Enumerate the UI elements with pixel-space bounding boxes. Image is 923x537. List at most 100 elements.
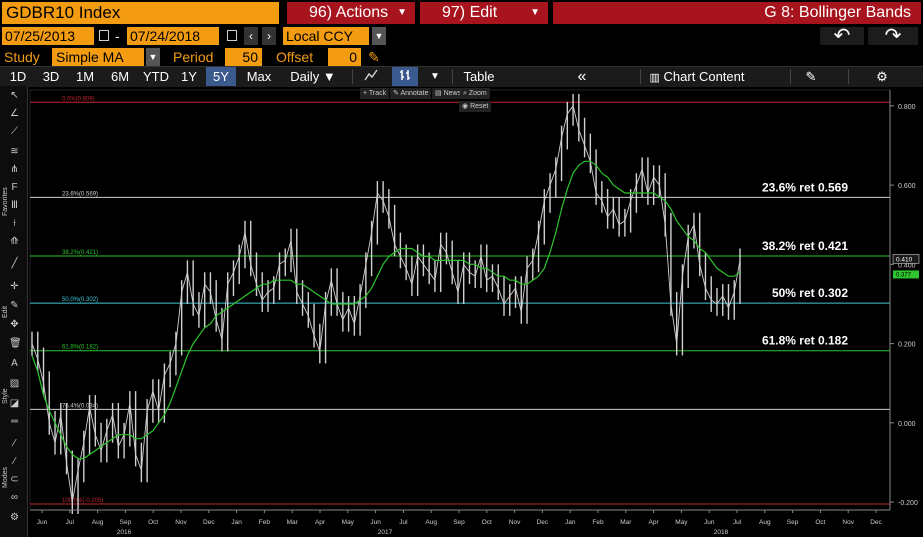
plot-frame — [29, 89, 891, 511]
link-icon[interactable]: ∞ — [10, 492, 19, 503]
x-tick-label: Jul — [733, 519, 742, 526]
pencil-icon[interactable]: ∠ — [10, 108, 19, 119]
x-tick-label: Oct — [815, 519, 825, 526]
offset-label: Offset — [276, 49, 314, 65]
x-tick-label: Apr — [649, 519, 660, 526]
zoom-button[interactable]: ⌕ Zoom — [460, 88, 490, 99]
moving-average-line — [31, 160, 741, 460]
header-bar: GDBR10 Index 96) Actions ▼ 97) Edit ▼ G … — [0, 0, 923, 27]
edit-label: 97) Edit — [442, 4, 498, 21]
pencil-icon[interactable]: ✎ — [368, 49, 380, 65]
period-max[interactable]: Max — [246, 69, 272, 84]
cursor-icon[interactable]: ↖ — [10, 90, 19, 101]
x-tick-label: Jan — [231, 519, 242, 526]
period-1y[interactable]: 1Y — [181, 69, 197, 84]
news-button[interactable]: ▤ News — [432, 88, 465, 99]
start-date-field[interactable]: 07/25/2013 — [2, 27, 94, 45]
pencil-icon[interactable]: ✎ — [10, 300, 19, 311]
period-ytd[interactable]: YTD — [143, 69, 169, 84]
settings-icon[interactable]: ⚙ — [10, 512, 19, 523]
x-tick-label: Jun — [704, 519, 715, 526]
arc-icon[interactable]: ⟰ — [10, 236, 19, 247]
color-icon[interactable]: ◪ — [9, 398, 20, 409]
frequency-select[interactable]: Daily ▼ — [290, 69, 336, 84]
date-separator: - — [115, 28, 120, 44]
trendline-icon[interactable]: ⟋ — [11, 126, 18, 137]
table-button[interactable]: Table — [463, 69, 495, 84]
chevron-right-icon[interactable]: › — [262, 27, 276, 45]
caret-down-icon[interactable]: ▼ — [146, 48, 160, 66]
magnet-icon[interactable]: ⊂ — [10, 474, 19, 485]
x-tick-label: Jul — [66, 519, 75, 526]
year-label: 2017 — [378, 529, 393, 536]
text-tool-icon[interactable]: A — [11, 358, 18, 369]
cross-icon[interactable]: ✛ — [10, 281, 19, 292]
period-field[interactable]: 50 — [225, 48, 262, 66]
chart-series — [31, 93, 741, 514]
annotate-button[interactable]: ✎ Annotate — [390, 88, 432, 99]
edit-menu-button[interactable]: 97) Edit ▼ — [420, 2, 548, 24]
calendar-icon[interactable] — [99, 30, 109, 41]
currency-select[interactable]: Local CCY — [283, 27, 369, 45]
ruler-icon[interactable]: ⟊ — [13, 218, 16, 229]
chart-content-button[interactable]: ▥ Chart Content — [642, 67, 752, 86]
end-date-field[interactable]: 07/24/2018 — [127, 27, 219, 45]
drawing-toolbar: ↖ ∠ ⟋ ≋ ⋔ F Ⅲ ⟊ ⟰ ╱ ✛ ✎ ✥ 🗑 A ▨ ◪ ═ ⁄ ⁄ … — [0, 86, 28, 537]
offset-field[interactable]: 0 — [328, 48, 361, 66]
modes-label: Modes — [2, 466, 9, 488]
fib-callout: 38.2% ret 0.421 — [762, 239, 848, 253]
calendar-icon[interactable] — [227, 30, 237, 41]
bar-chart-icon[interactable] — [392, 67, 418, 86]
study-label: Study — [4, 49, 40, 65]
trash-icon[interactable]: 🗑 — [9, 338, 22, 349]
fibonacci-icon[interactable]: F — [11, 182, 18, 193]
chart-type-caret-icon[interactable]: ▼ — [430, 71, 440, 82]
pitchfork-icon[interactable]: ⋔ — [10, 164, 19, 175]
gear-icon[interactable]: ⚙ — [876, 69, 888, 84]
edit-section-label: Edit — [2, 305, 9, 318]
fill-icon[interactable]: ▨ — [9, 378, 20, 389]
brush-icon[interactable]: ⁄ — [13, 438, 16, 449]
fib-label: 76.4%(0.034) — [62, 403, 98, 409]
track-button[interactable]: + Track — [360, 88, 390, 99]
period-label: Period — [173, 49, 214, 65]
y-tick-label: 0.600 — [898, 183, 916, 190]
undo-icon[interactable]: ↶ — [820, 26, 864, 46]
caret-down-icon[interactable]: ▼ — [372, 27, 386, 45]
actions-menu-button[interactable]: 96) Actions ▼ — [287, 2, 415, 24]
x-tick-label: Oct — [148, 519, 158, 526]
ticker-field[interactable]: GDBR10 Index — [2, 2, 279, 24]
line-chart-icon[interactable] — [358, 67, 384, 86]
date-range-bar: 07/25/2013 - 07/24/2018 ‹ › Local CCY ▼ … — [0, 26, 923, 47]
period-3d[interactable]: 3D — [42, 69, 60, 84]
line-style-icon[interactable]: ═ — [10, 416, 19, 427]
x-axis: Jun Jul Aug Sep Oct Nov Dec Jan Feb Mar Apr May Jun J… — [30, 509, 890, 536]
price-chart[interactable]: 0.0%(0.809) 23.6%(0.569) 23.6% ret 0.569 38… — [28, 86, 923, 537]
period-1d[interactable]: 1D — [9, 69, 27, 84]
chevron-left-icon[interactable]: ‹ — [244, 27, 258, 45]
redo-icon[interactable]: ↷ — [868, 26, 918, 46]
x-tick-label: Aug — [759, 519, 771, 526]
x-tick-label: Mar — [287, 519, 299, 526]
channel-icon[interactable]: ≋ — [10, 146, 19, 157]
x-tick-label: Apr — [315, 519, 326, 526]
move-icon[interactable]: ✥ — [10, 319, 19, 330]
double-chevron-left-icon[interactable]: « — [577, 68, 587, 85]
x-tick-label: Jun — [370, 519, 381, 526]
last-ma-tag — [893, 270, 919, 279]
brush-icon[interactable]: ⁄ — [13, 456, 16, 467]
line-tool-icon[interactable]: ╱ — [11, 258, 18, 269]
fib-label: 100.0%(-0.205) — [62, 498, 103, 504]
retracement-icon[interactable]: Ⅲ — [11, 200, 18, 211]
period-1m[interactable]: 1M — [75, 69, 95, 84]
fib-callout: 50% ret 0.302 — [772, 286, 848, 300]
study-select[interactable]: Simple MA — [52, 48, 144, 66]
reset-button[interactable]: ◉ Reset — [459, 101, 492, 112]
period-6m[interactable]: 6M — [110, 69, 130, 84]
period-5y[interactable]: 5Y — [206, 67, 236, 86]
x-tick-label: Nov — [175, 519, 187, 526]
divider — [848, 69, 849, 84]
edit-chart-icon[interactable]: ✎ — [805, 69, 817, 84]
x-tick-label: Oct — [482, 519, 492, 526]
y-axis: -0.200 0.000 0.200 0.400 0.600 0.800 0.410 0.37… — [889, 90, 920, 510]
